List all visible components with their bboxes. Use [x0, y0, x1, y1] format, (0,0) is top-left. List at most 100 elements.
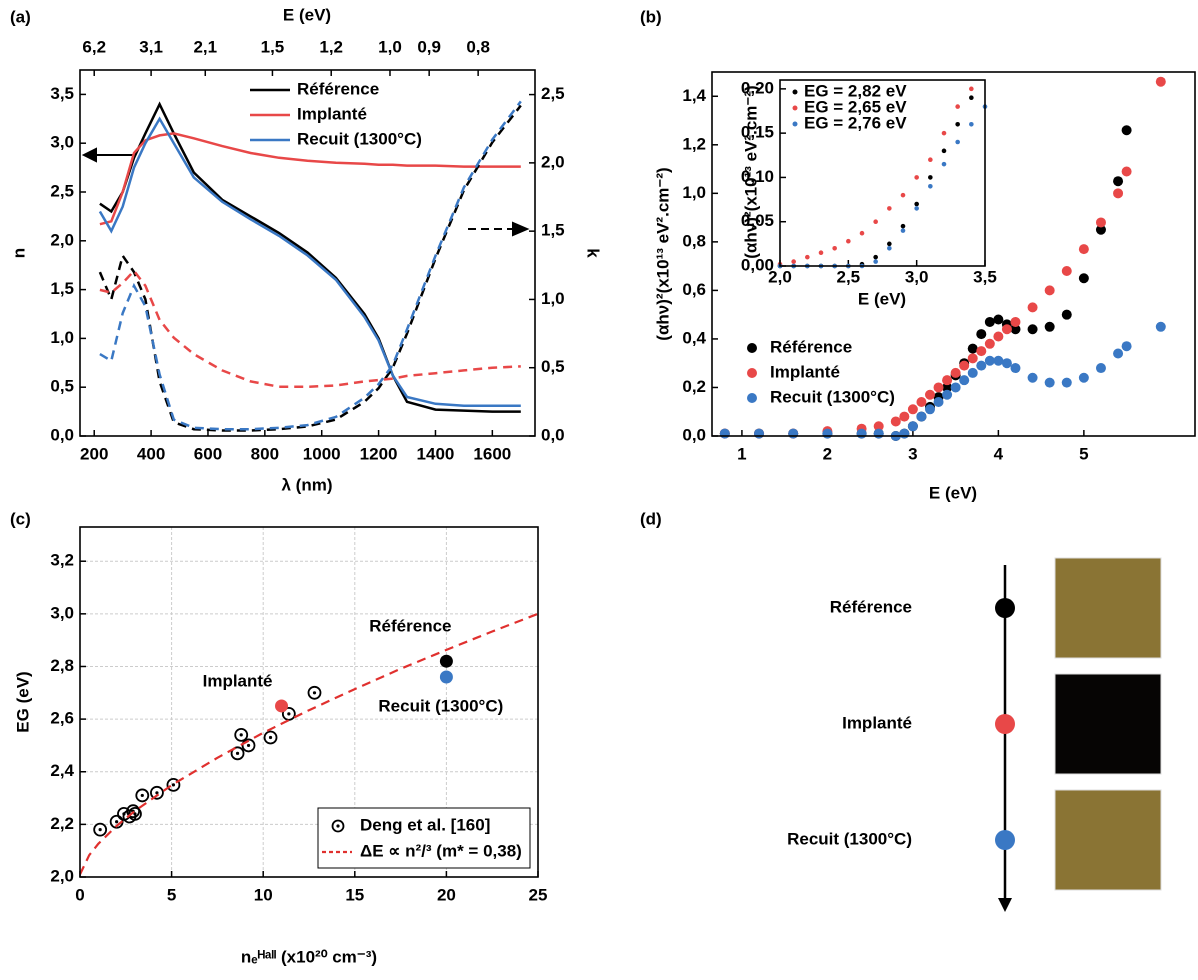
- x-axis-title: E (eV): [929, 483, 977, 502]
- legend-box: [317, 807, 531, 869]
- point: [1121, 166, 1132, 177]
- point: [907, 421, 918, 432]
- point-annotation: Référence: [369, 617, 451, 636]
- y-axis-title: EG (eV): [13, 671, 32, 732]
- point: [941, 148, 947, 154]
- point: [976, 329, 987, 340]
- point: [933, 382, 944, 393]
- series-line: [98, 116, 521, 407]
- point: [969, 86, 974, 92]
- point: [856, 428, 867, 439]
- legend-swatch: [747, 343, 757, 353]
- point: [1078, 273, 1089, 284]
- point: [916, 397, 927, 408]
- legend-label: Référence: [770, 337, 852, 356]
- point: [1061, 377, 1072, 388]
- x-tick-label: 400: [137, 444, 165, 463]
- y-tick-label: 2,2: [50, 814, 74, 833]
- y-tick-label: 0,0: [682, 425, 706, 444]
- y-tick-label: 2,8: [50, 656, 74, 675]
- inset-background: [780, 80, 985, 266]
- y2-tick-label: 1,5: [541, 221, 565, 240]
- point: [1121, 125, 1132, 136]
- y-tick-label: 2,4: [50, 761, 74, 780]
- point: [788, 428, 799, 439]
- legend-swatch: [792, 105, 798, 111]
- x-axis-title: nₑᴴᵃˡˡ (x10²⁰ cm⁻³): [241, 947, 377, 966]
- point: [1027, 372, 1038, 383]
- point: [976, 346, 987, 357]
- point: [941, 161, 947, 167]
- y-tick-label: 0,20: [741, 78, 774, 97]
- y-axis-title: (αhν)²(x10¹³ eV².cm⁻²): [653, 167, 672, 340]
- point: [1027, 302, 1038, 313]
- point: [942, 389, 953, 400]
- point: [873, 421, 884, 432]
- point: [887, 241, 892, 247]
- point: [928, 183, 933, 189]
- point: [846, 238, 851, 244]
- x2-tick-label: 1,2: [319, 37, 343, 56]
- x-tick-label: 800: [251, 444, 279, 463]
- legend-swatch: [747, 368, 757, 378]
- point: [241, 738, 256, 753]
- x-tick-label: 1400: [417, 444, 455, 463]
- point-center: [140, 793, 144, 798]
- point: [1044, 321, 1055, 332]
- y-tick-label: 1,0: [682, 183, 706, 202]
- x-axis-title: λ (nm): [282, 475, 333, 494]
- point: [993, 355, 1004, 366]
- point: [959, 375, 970, 386]
- y2-tick-label: 1,0: [541, 289, 565, 308]
- legend-label: Implanté: [770, 362, 840, 381]
- point-annotation: Implanté: [203, 671, 273, 690]
- point: [967, 353, 978, 364]
- point: [1113, 348, 1124, 359]
- x2-tick-label: 0,9: [417, 37, 441, 56]
- x-tick-label: 600: [194, 444, 222, 463]
- y-tick-label: 3,5: [50, 84, 74, 103]
- k-axis-arrowhead: [512, 221, 530, 237]
- point: [984, 316, 995, 327]
- n-axis-arrowhead: [81, 147, 97, 163]
- legend-swatch: [331, 819, 345, 833]
- point: [1061, 309, 1072, 320]
- point: [914, 206, 919, 211]
- point: [1061, 265, 1072, 276]
- inset-y-axis-title: (αhν)²(x10¹³ eV².cm⁻²): [741, 85, 760, 258]
- legend-label: Recuit (1300°C): [770, 387, 895, 406]
- point: [873, 254, 878, 260]
- sample-photo: [1054, 789, 1162, 891]
- point: [900, 192, 906, 198]
- point: [832, 245, 837, 251]
- point: [969, 121, 974, 127]
- point: [928, 175, 933, 180]
- point: [263, 730, 278, 745]
- point: [924, 404, 935, 415]
- y-tick-label: 2,0: [50, 230, 74, 249]
- arrows: [81, 147, 530, 237]
- plot-frame: [711, 71, 1196, 437]
- point: [1044, 285, 1055, 296]
- point: [993, 331, 1004, 342]
- point: [924, 389, 935, 400]
- point: [1001, 358, 1012, 369]
- sample-point: [275, 699, 289, 713]
- point: [942, 375, 953, 386]
- point: [873, 428, 884, 439]
- point: [1044, 377, 1055, 388]
- series-line: [99, 100, 522, 431]
- point: [281, 706, 296, 721]
- point: [993, 314, 1004, 325]
- x-tick-label: 25: [529, 885, 548, 904]
- y-tick-label: 2,0: [50, 866, 74, 885]
- x2-tick-label: 1,0: [378, 37, 402, 56]
- point: [959, 360, 970, 371]
- x-tick-label: 3,5: [973, 267, 997, 286]
- point: [859, 230, 865, 236]
- x-tick-label: 2,0: [768, 267, 792, 286]
- point: [1095, 217, 1106, 228]
- x-tick-label: 1600: [473, 444, 511, 463]
- point: [887, 245, 892, 251]
